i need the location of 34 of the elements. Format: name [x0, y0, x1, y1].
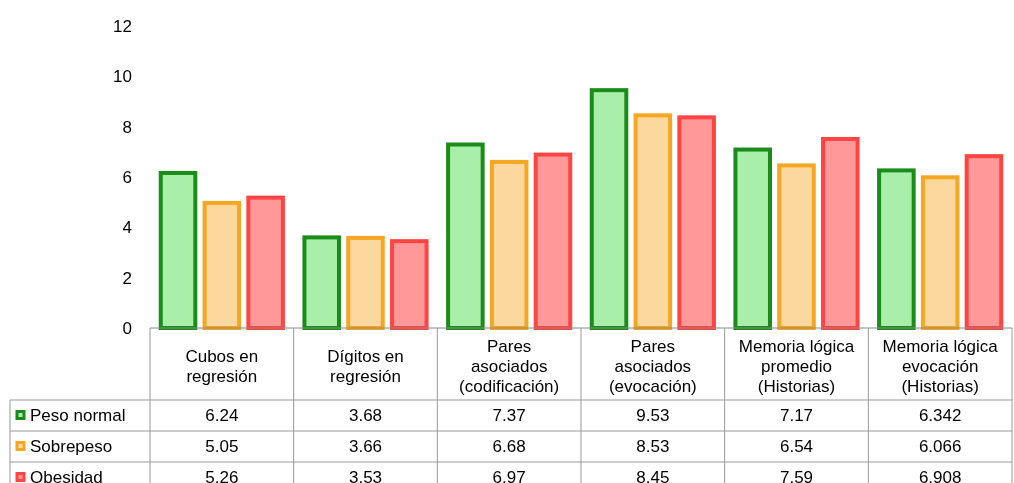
y-tick-label: 0: [122, 318, 132, 338]
legend-label: Obesidad: [30, 468, 103, 483]
x-tick-label: Memoria lógica promedio (Historias): [738, 336, 855, 396]
data-label: 7.17: [779, 406, 814, 426]
x-tick-label: Dígitos en regresión: [327, 346, 404, 386]
x-tick-label: Pares asociados (evocación): [608, 336, 697, 396]
y-tick-label: 8: [122, 117, 132, 137]
data-label: 6.68: [492, 437, 526, 457]
data-label: 6.97: [492, 468, 526, 483]
y-tick-label: 4: [122, 218, 132, 238]
x-tick-label: Cubos en regresión: [185, 346, 259, 386]
data-label: 6.066: [918, 437, 962, 457]
legend-label: Sobrepeso: [30, 437, 113, 457]
data-label: 9.53: [636, 406, 670, 426]
x-tick-label: Pares asociados (codificación): [459, 336, 560, 396]
legend-label: Peso normal: [30, 406, 126, 426]
x-tick-label: Memoria lógica evocación (Historias): [882, 336, 999, 396]
data-label: 3.66: [348, 437, 383, 457]
data-label: 8.53: [636, 437, 670, 457]
data-label: 5.26: [205, 468, 239, 483]
y-tick-label: 12: [113, 16, 132, 36]
data-label: 8.45: [636, 468, 670, 483]
data-label: 6.342: [918, 406, 962, 426]
y-tick-label: 6: [122, 167, 132, 187]
data-label: 7.37: [492, 406, 526, 426]
y-tick-label: 2: [122, 268, 132, 288]
data-label: 7.59: [779, 468, 814, 483]
data-label: 5.05: [205, 437, 239, 457]
data-label: 3.53: [348, 468, 383, 483]
y-tick-label: 10: [113, 67, 132, 87]
data-label: 6.54: [779, 437, 814, 457]
data-label: 3.68: [348, 406, 383, 426]
data-label: 6.24: [205, 406, 239, 426]
data-label: 6.908: [918, 468, 962, 483]
